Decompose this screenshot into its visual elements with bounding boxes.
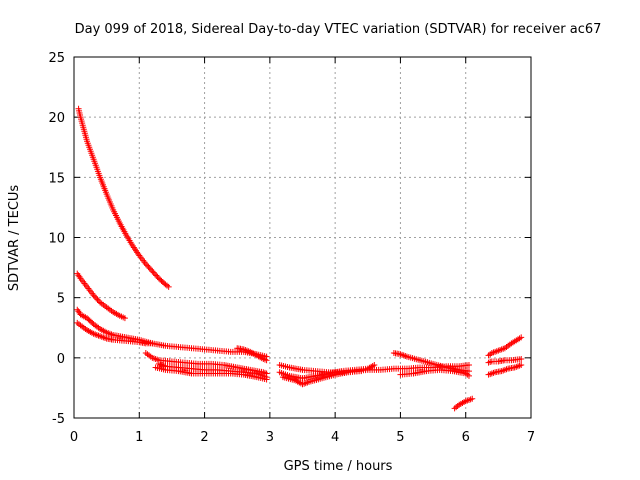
data-point [146, 265, 153, 272]
data-series [74, 105, 525, 412]
x-tick-label: 2 [200, 430, 208, 445]
data-point [142, 260, 149, 267]
y-tick-label: 0 [57, 352, 65, 367]
x-tick-label: 0 [70, 430, 78, 445]
plot-frame [73, 56, 532, 419]
data-point [518, 334, 525, 341]
series-arc-13 [397, 366, 472, 379]
series-arc-5 [142, 350, 270, 377]
y-tick-label: -5 [52, 412, 65, 427]
data-point [121, 315, 128, 322]
series-arc-1 [75, 105, 172, 290]
x-tick-label: 3 [266, 430, 274, 445]
data-point [358, 368, 365, 375]
data-point [371, 362, 378, 369]
y-axis-label: SDTVAR / TECUs [7, 185, 22, 292]
data-point [144, 262, 151, 269]
data-point [165, 283, 172, 290]
axis-ticks [73, 56, 532, 419]
y-tick-labels: -5 0 5 10 15 20 25 [48, 51, 65, 427]
data-point [263, 376, 270, 383]
y-tick-label: 5 [57, 292, 65, 307]
x-tick-label: 4 [331, 430, 339, 445]
data-point [95, 298, 102, 305]
data-point [154, 273, 161, 280]
x-tick-label: 7 [527, 430, 535, 445]
series-arc-7 [152, 364, 270, 383]
data-point [93, 295, 100, 302]
series-arc-8 [234, 345, 270, 364]
data-point [465, 362, 472, 369]
data-point [151, 271, 158, 278]
series-arc-16 [485, 356, 525, 366]
data-point [153, 272, 160, 279]
data-point [149, 340, 156, 347]
data-point [150, 269, 157, 276]
x-tick-label: 5 [396, 430, 404, 445]
data-point [518, 362, 525, 369]
x-tick-labels: 0 1 2 3 4 5 6 7 [70, 430, 535, 445]
data-point [90, 292, 97, 299]
x-axis-label: GPS time / hours [284, 459, 393, 474]
x-tick-label: 6 [462, 430, 470, 445]
y-tick-label: 15 [48, 171, 65, 186]
y-tick-label: 25 [48, 51, 65, 66]
series-arc-2 [74, 270, 128, 322]
y-tick-label: 20 [48, 111, 65, 126]
data-point [148, 266, 155, 273]
series-arc-4 [74, 319, 156, 347]
series-arc-11 [279, 368, 365, 388]
data-point [149, 268, 156, 275]
data-point [518, 356, 525, 363]
chart-title: Day 099 of 2018, Sidereal Day-to-day VTE… [75, 22, 602, 37]
y-tick-label: 10 [48, 232, 65, 247]
data-point [91, 293, 98, 300]
data-point [263, 357, 270, 364]
series-arc-14 [451, 395, 476, 412]
data-point [145, 263, 152, 270]
series-arc-17 [485, 362, 525, 378]
data-point [94, 296, 101, 303]
series-arc-15 [485, 334, 525, 359]
data-point [469, 395, 476, 402]
grid [74, 57, 531, 418]
data-point [465, 372, 472, 379]
x-tick-label: 1 [135, 430, 143, 445]
